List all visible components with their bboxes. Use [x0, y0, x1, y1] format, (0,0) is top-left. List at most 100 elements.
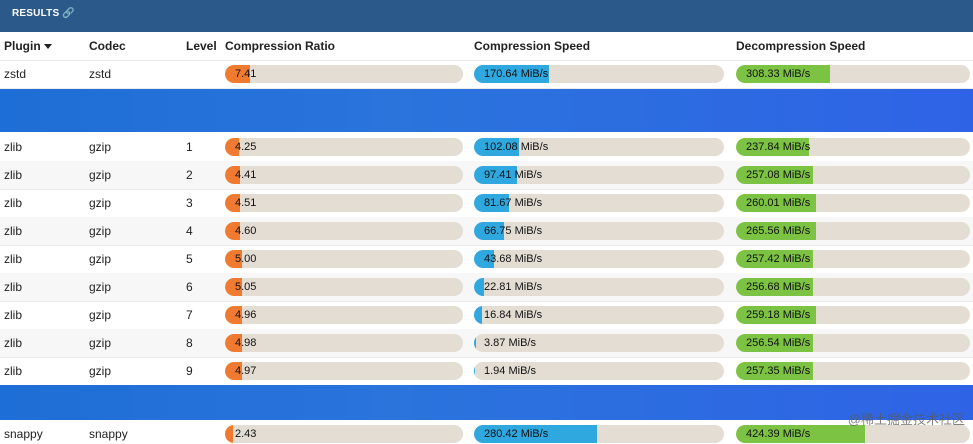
compression-speed-value: 1.94 MiB/s [484, 365, 536, 377]
decompression-speed-bar: 259.18 MiB/s [736, 306, 970, 324]
compression-ratio-bar: 4.98 [225, 334, 463, 352]
compression-speed-bar: 280.42 MiB/s [474, 425, 724, 443]
decompression-speed-bar: 256.68 MiB/s [736, 278, 970, 296]
table-header: Plugin Codec Level Compression Ratio Com… [0, 32, 973, 61]
sort-down-icon [43, 44, 52, 50]
plugin-cell: zlib [4, 336, 23, 350]
compression-speed-bar: 22.81 MiB/s [474, 278, 724, 296]
compression-speed-fill [474, 425, 597, 443]
column-header-decompression-speed[interactable]: Decompression Speed [736, 39, 866, 53]
compression-ratio-bar: 4.97 [225, 362, 463, 380]
decompression-speed-bar: 257.08 MiB/s [736, 166, 970, 184]
compression-speed-value: 43.68 MiB/s [484, 253, 543, 265]
codec-cell: gzip [89, 140, 112, 154]
compression-ratio-value: 5.05 [235, 281, 257, 293]
table-row: zstd zstd 7.41 170.64 MiB/s 308.33 MiB/s [0, 60, 973, 89]
group-divider-banner [0, 385, 973, 420]
compression-ratio-fill [225, 278, 243, 296]
compression-ratio-fill [225, 362, 242, 380]
table-row: zlib gzip 6 5.05 22.81 MiB/s 256.68 MiB/… [0, 273, 973, 302]
compression-speed-bar: 43.68 MiB/s [474, 250, 724, 268]
column-header-compression-speed[interactable]: Compression Speed [474, 39, 591, 53]
compression-ratio-fill [225, 166, 240, 184]
compression-ratio-value: 4.51 [235, 197, 257, 209]
codec-cell: gzip [89, 364, 112, 378]
plugin-cell: zlib [4, 252, 23, 266]
decompression-speed-bar: 424.39 MiB/s [736, 425, 970, 443]
compression-speed-value: 102.08 MiB/s [484, 141, 549, 153]
codec-cell: zstd [89, 67, 112, 81]
decompression-speed-fill [736, 425, 865, 443]
compression-ratio-bar: 5.05 [225, 278, 463, 296]
level-cell: 2 [186, 168, 193, 182]
plugin-cell: zlib [4, 140, 23, 154]
decompression-speed-value: 257.08 MiB/s [746, 169, 811, 181]
compression-speed-fill [474, 65, 549, 83]
compression-speed-bar: 102.08 MiB/s [474, 138, 724, 156]
table-row: zlib gzip 1 4.25 102.08 MiB/s 237.84 MiB… [0, 133, 973, 162]
level-cell: 7 [186, 308, 193, 322]
watermark: @稀土掘金技术社区 [847, 412, 965, 427]
compression-ratio-bar: 2.43 [225, 425, 463, 443]
column-header-codec[interactable]: Codec [89, 39, 126, 53]
compression-ratio-bar: 4.41 [225, 166, 463, 184]
compression-speed-bar: 3.87 MiB/s [474, 334, 724, 352]
codec-cell: gzip [89, 168, 112, 182]
table-row: zlib gzip 8 4.98 3.87 MiB/s 256.54 MiB/s [0, 329, 973, 358]
compression-ratio-fill [225, 334, 242, 352]
compression-speed-fill [474, 194, 509, 212]
level-cell: 3 [186, 196, 193, 210]
compression-ratio-bar: 4.96 [225, 306, 463, 324]
decompression-speed-fill [736, 166, 814, 184]
compression-ratio-bar: 7.41 [225, 65, 463, 83]
decompression-speed-value: 257.35 MiB/s [746, 365, 811, 377]
codec-cell: snappy [89, 427, 128, 441]
compression-speed-fill [474, 306, 482, 324]
decompression-speed-fill [736, 334, 814, 352]
decompression-speed-value: 259.18 MiB/s [746, 309, 811, 321]
table-row: zlib gzip 9 4.97 1.94 MiB/s 257.35 MiB/s [0, 357, 973, 386]
decompression-speed-fill [736, 306, 816, 324]
codec-cell: gzip [89, 224, 112, 238]
column-header-plugin[interactable]: Plugin [4, 39, 52, 53]
decompression-speed-fill [736, 222, 816, 240]
decompression-speed-fill [736, 194, 816, 212]
column-header-level[interactable]: Level [186, 39, 217, 53]
compression-ratio-value: 4.25 [235, 141, 257, 153]
compression-speed-fill [474, 334, 476, 352]
results-title-text: RESULTS [12, 8, 60, 19]
compression-speed-bar: 66.75 MiB/s [474, 222, 724, 240]
compression-speed-value: 22.81 MiB/s [484, 281, 543, 293]
plugin-cell: zlib [4, 196, 23, 210]
link-icon[interactable]: 🔗 [62, 8, 75, 19]
compression-ratio-value: 2.43 [235, 428, 257, 440]
compression-ratio-value: 7.41 [235, 68, 257, 80]
decompression-speed-bar: 260.01 MiB/s [736, 194, 970, 212]
compression-speed-fill [474, 278, 484, 296]
table-row: zlib gzip 4 4.60 66.75 MiB/s 265.56 MiB/… [0, 217, 973, 246]
table-row: zlib gzip 3 4.51 81.67 MiB/s 260.01 MiB/… [0, 189, 973, 218]
plugin-cell: zlib [4, 308, 23, 322]
compression-ratio-value: 5.00 [235, 253, 257, 265]
compression-ratio-value: 4.60 [235, 225, 257, 237]
compression-ratio-bar: 4.60 [225, 222, 463, 240]
compression-speed-bar: 16.84 MiB/s [474, 306, 724, 324]
compression-ratio-bar: 5.00 [225, 250, 463, 268]
level-cell: 4 [186, 224, 193, 238]
compression-ratio-fill [225, 65, 250, 83]
column-header-compression-ratio[interactable]: Compression Ratio [225, 39, 336, 53]
table-row: zlib gzip 7 4.96 16.84 MiB/s 259.18 MiB/… [0, 301, 973, 330]
compression-ratio-value: 4.97 [235, 365, 257, 377]
compression-speed-fill [474, 250, 494, 268]
compression-ratio-fill [225, 250, 242, 268]
results-title[interactable]: RESULTS 🔗 [12, 8, 75, 19]
compression-speed-value: 3.87 MiB/s [484, 337, 536, 349]
compression-ratio-fill [225, 425, 234, 443]
decompression-speed-fill [736, 250, 814, 268]
decompression-speed-value: 256.54 MiB/s [746, 337, 811, 349]
compression-speed-fill [474, 362, 475, 380]
decompression-speed-fill [736, 138, 809, 156]
decompression-speed-value: 257.42 MiB/s [746, 253, 811, 265]
level-cell: 8 [186, 336, 193, 350]
compression-speed-value: 280.42 MiB/s [484, 428, 549, 440]
